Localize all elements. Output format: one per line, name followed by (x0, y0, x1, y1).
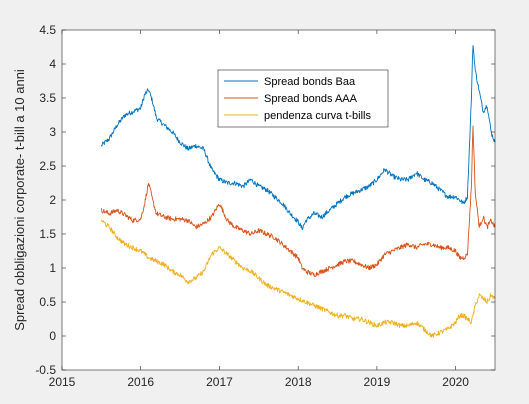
y-tick-label: 1.5 (39, 227, 56, 241)
series-line-1 (100, 45, 496, 230)
series-line-3 (100, 219, 496, 338)
y-tick-label: 4 (49, 57, 56, 71)
y-tick-label: 2.5 (39, 159, 56, 173)
x-tick-label: 2018 (285, 375, 312, 389)
y-tick-label: -0.5 (35, 363, 56, 377)
legend-entry-label: Spread bonds AAA (264, 93, 358, 105)
x-tick-label: 2017 (206, 375, 233, 389)
y-tick-label: 2 (49, 193, 56, 207)
y-axis: -0.5 0 0.5 1 1.5 2 2.5 3 3.5 4 4.5 (35, 23, 495, 377)
legend: Spread bonds Baa Spread bonds AAA pendenza… (217, 69, 389, 128)
y-tick-label: 3.5 (39, 91, 56, 105)
y-axis-label: Spread obbligazioni corporate- t-bill a … (12, 69, 27, 331)
y-tick-label: 1 (49, 261, 56, 275)
x-tick-label: 2019 (364, 375, 391, 389)
series-line-2 (100, 125, 496, 277)
legend-entry-label: Spread bonds Baa (264, 76, 356, 88)
y-tick-label: 0 (49, 329, 56, 343)
x-tick-label: 2016 (127, 375, 154, 389)
y-tick-label: 3 (49, 125, 56, 139)
x-tick-label: 2020 (442, 375, 469, 389)
x-tick-label: 2015 (49, 375, 76, 389)
legend-entry-label: pendenza curva t-bills (264, 110, 372, 122)
y-tick-label: 0.5 (39, 295, 56, 309)
x-axis: 2015 2016 2017 2018 2019 2020 (49, 30, 469, 389)
series-layer (100, 45, 496, 338)
y-tick-label: 4.5 (39, 23, 56, 37)
